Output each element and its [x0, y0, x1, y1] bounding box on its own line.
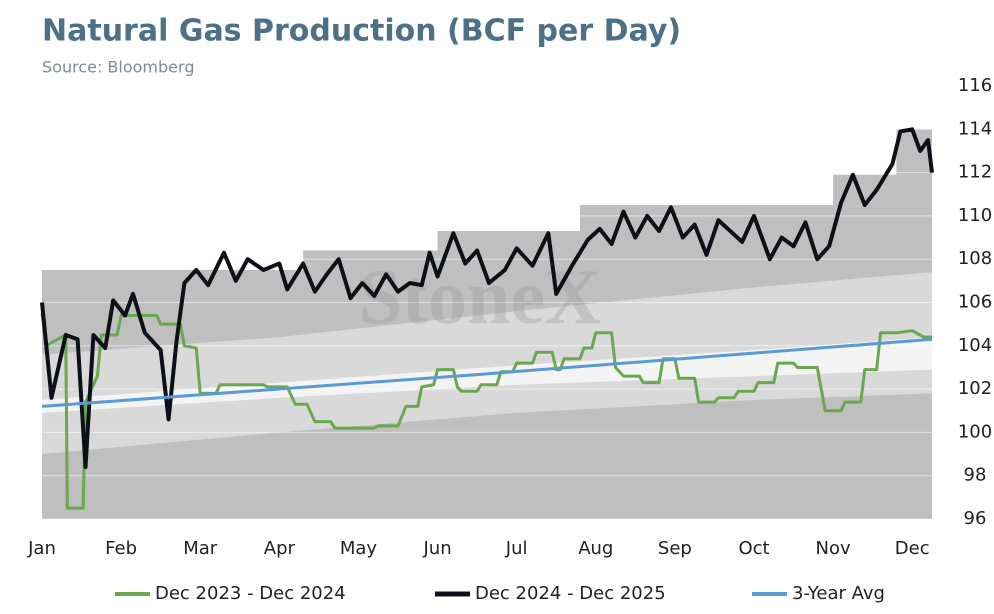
y-tick-label: 104 — [958, 335, 992, 356]
x-tick-label: Nov — [816, 538, 851, 559]
y-tick-label: 116 — [958, 75, 992, 96]
chart-subtitle: Source: Bloomberg — [42, 58, 194, 77]
series-line — [40, 313, 932, 510]
x-tick-label: Aug — [578, 538, 613, 559]
y-tick-label: 96 — [964, 508, 987, 529]
x-tick-label: Feb — [105, 538, 137, 559]
x-tick-label: Oct — [738, 538, 769, 559]
watermark: StoneX — [359, 253, 602, 340]
y-tick-label: 98 — [964, 465, 987, 486]
series-line — [40, 127, 934, 470]
y-tick-label: 112 — [958, 162, 992, 183]
y-tick-label: 114 — [958, 118, 992, 139]
x-tick-label: Apr — [264, 538, 296, 559]
y-tick-label: 100 — [958, 421, 992, 442]
y-tick-label: 102 — [958, 378, 992, 399]
y-tick-label: 110 — [958, 205, 992, 226]
legend-label: 3-Year Avg — [792, 583, 885, 604]
legend-label: Dec 2024 - Dec 2025 — [475, 583, 666, 604]
x-tick-label: May — [340, 538, 378, 559]
x-tick-label: Jul — [505, 538, 528, 559]
x-tick-label: Mar — [183, 538, 218, 559]
series-line — [41, 337, 933, 408]
y-tick-label: 108 — [958, 248, 992, 269]
range-band — [42, 272, 932, 455]
x-tick-label: Dec — [895, 538, 930, 559]
chart-title: Natural Gas Production (BCF per Day) — [42, 14, 681, 49]
y-tick-label: 106 — [958, 292, 992, 313]
x-tick-label: Jan — [27, 538, 56, 559]
x-tick-label: Jun — [422, 538, 451, 559]
legend-label: Dec 2023 - Dec 2024 — [155, 583, 346, 604]
x-tick-label: Sep — [658, 538, 692, 559]
